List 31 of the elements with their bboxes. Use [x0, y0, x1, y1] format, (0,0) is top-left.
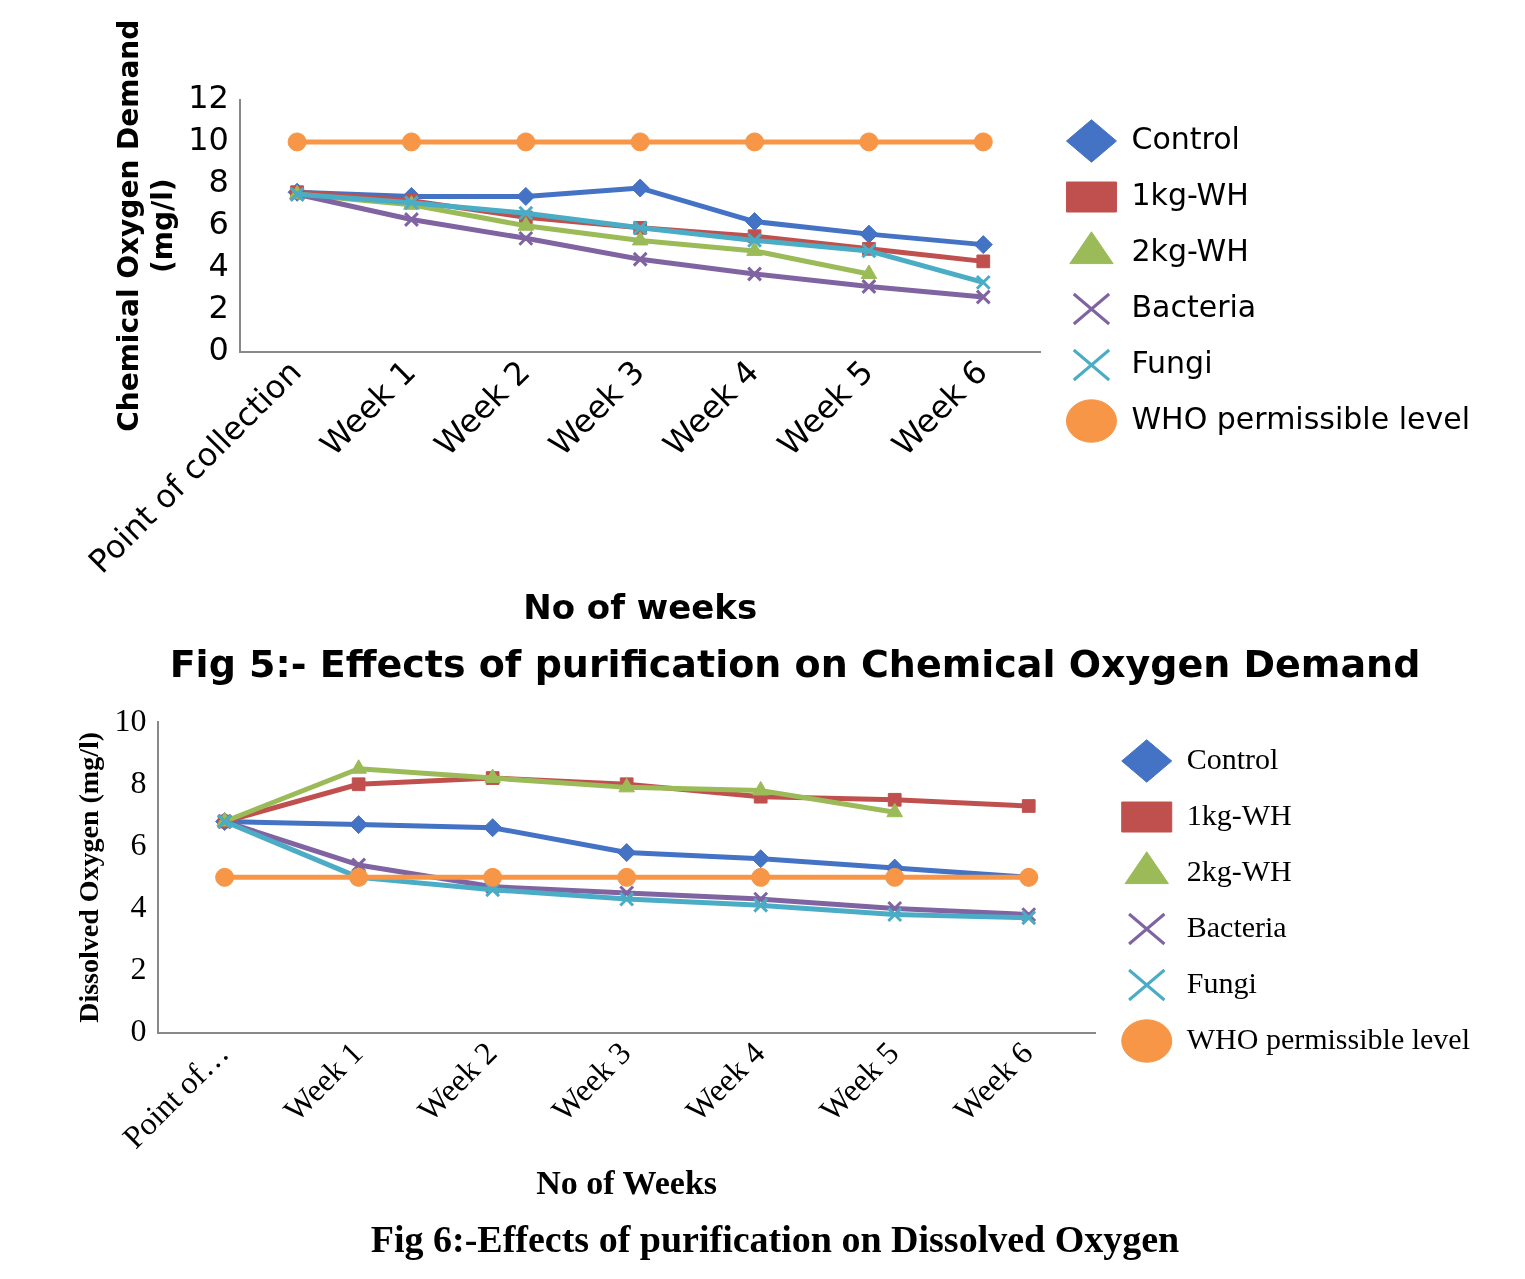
legend-label: 2kg-WH: [1131, 232, 1249, 268]
y-tick-label: 4: [130, 887, 147, 924]
y-tick-label: 0: [130, 1011, 147, 1048]
y-tick-label: 2: [208, 287, 229, 326]
y-axis-title: Dissolved Oxygen (mg/l): [73, 731, 105, 1023]
y-tick-label: 8: [130, 763, 147, 800]
y-tick-label: 6: [130, 825, 147, 862]
legend-label: Bacteria: [1186, 909, 1287, 943]
y-tick-label: 4: [208, 245, 229, 284]
y-axis-title: Chemical Oxygen Demand (mg/l): [112, 19, 179, 432]
legend-label: 1kg-WH: [1131, 176, 1249, 212]
legend-label: 1kg-WH: [1186, 797, 1292, 831]
text: Fig 6:-Effects of purification on Dissolved Oxygen: [370, 1218, 1180, 1261]
legend-label: WHO permissible level: [1131, 400, 1471, 436]
y-tick-label: 6: [208, 204, 229, 243]
y-tick-label: 8: [208, 162, 229, 201]
y-tick-label: 10: [114, 701, 147, 738]
x-axis-title: No of weeks: [523, 586, 758, 627]
text: Fig 5:- Effects of purification on Chemical Oxygen Demand: [169, 642, 1421, 687]
legend-label: 2kg-WH: [1186, 853, 1292, 887]
legend-label: Control: [1186, 741, 1279, 775]
legend-label: Fungi: [1186, 965, 1257, 999]
legend-label: Bacteria: [1131, 288, 1257, 324]
legend-label: WHO permissible level: [1186, 1021, 1471, 1055]
y-tick-label: 12: [188, 78, 229, 117]
legend-label: Control: [1131, 120, 1240, 156]
y-tick-label: 0: [208, 329, 229, 368]
y-tick-label: 10: [188, 120, 229, 159]
legend-label: Fungi: [1131, 344, 1213, 380]
x-axis-title: No of Weeks: [536, 1163, 718, 1201]
y-tick-label: 2: [130, 949, 147, 986]
